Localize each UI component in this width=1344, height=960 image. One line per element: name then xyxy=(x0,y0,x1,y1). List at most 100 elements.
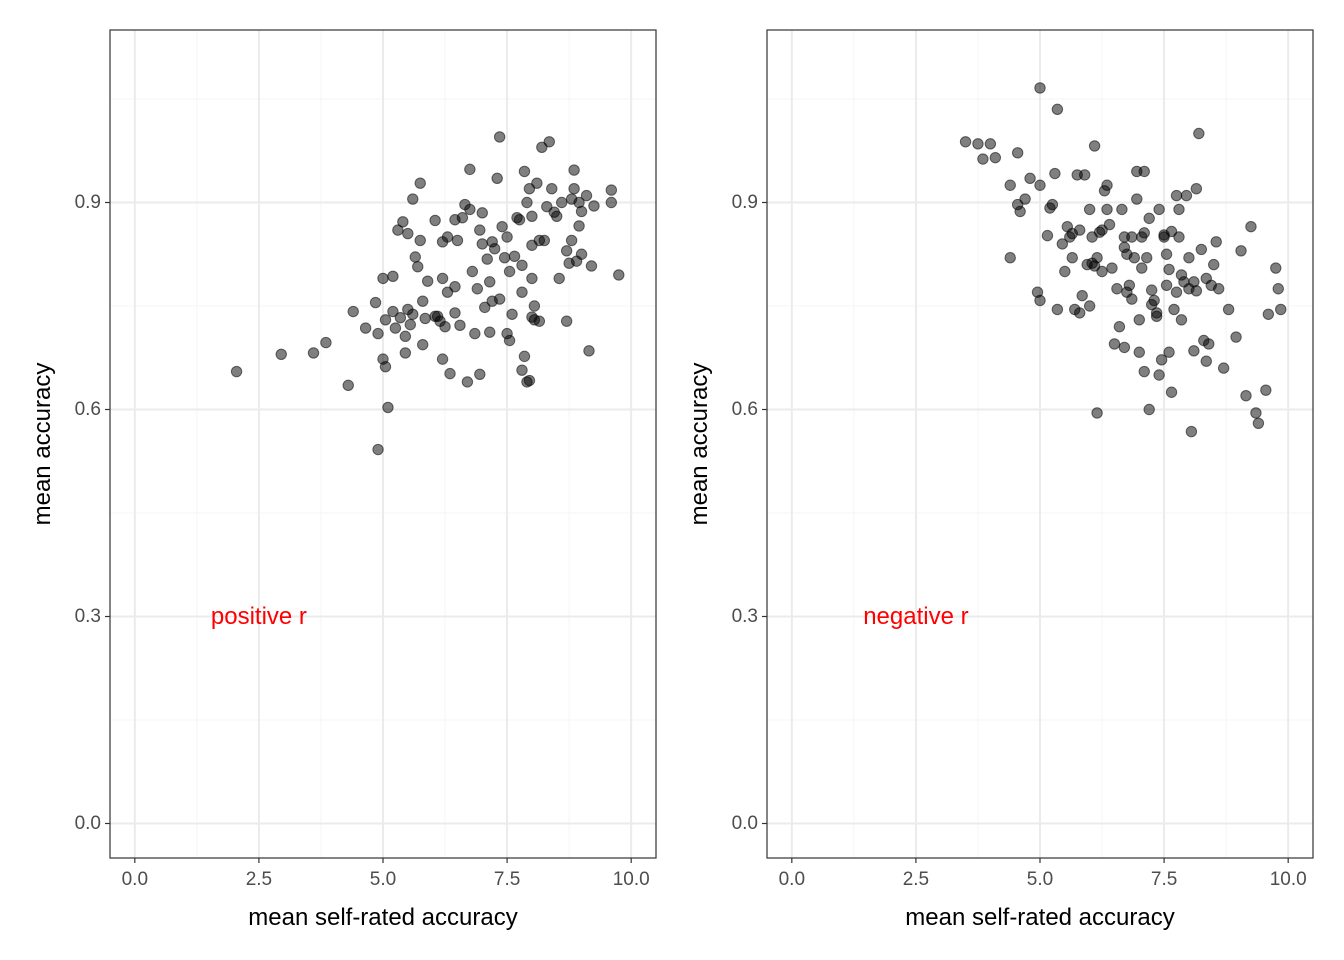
data-point xyxy=(1059,265,1071,278)
panel-right-y-ticks: 0.0 0.3 0.6 0.9 xyxy=(732,192,767,834)
data-point xyxy=(1180,189,1193,202)
x-tick-label: 7.5 xyxy=(1151,869,1177,890)
data-point xyxy=(1190,183,1203,195)
data-point xyxy=(583,345,595,357)
data-point xyxy=(551,210,563,223)
data-point xyxy=(568,164,580,176)
data-point xyxy=(546,183,558,195)
data-point xyxy=(1074,307,1086,319)
data-point xyxy=(1150,310,1163,323)
data-point xyxy=(1103,218,1116,231)
data-point xyxy=(1163,346,1175,358)
data-point xyxy=(479,301,491,314)
data-point xyxy=(501,327,513,340)
data-point xyxy=(1160,248,1173,260)
data-point xyxy=(347,305,359,318)
data-point xyxy=(528,300,541,312)
data-point xyxy=(1091,407,1103,419)
data-point xyxy=(1153,203,1165,216)
data-point xyxy=(585,260,598,272)
data-point xyxy=(984,138,997,150)
data-point xyxy=(1208,258,1220,271)
data-point xyxy=(399,347,412,359)
data-point xyxy=(605,184,618,196)
data-point xyxy=(580,189,593,202)
panel-right-grid xyxy=(767,30,1313,858)
panel-left-y-ticks: 0.0 0.3 0.6 0.9 xyxy=(75,192,110,834)
data-point xyxy=(1235,245,1247,257)
data-point xyxy=(1141,252,1153,264)
data-point xyxy=(230,365,243,378)
data-point xyxy=(1143,403,1155,416)
data-point xyxy=(394,312,407,324)
data-point xyxy=(320,336,332,349)
x-tick-label: 10.0 xyxy=(1270,869,1307,890)
panel-left-grid xyxy=(110,30,656,858)
data-point xyxy=(1240,390,1252,402)
data-point xyxy=(404,318,416,331)
data-point xyxy=(1131,193,1143,205)
data-point xyxy=(1193,127,1205,140)
data-point xyxy=(412,260,424,273)
data-point xyxy=(1111,283,1123,295)
data-point xyxy=(1066,252,1078,264)
data-point xyxy=(307,347,320,359)
data-point xyxy=(1175,314,1188,326)
x-tick-label: 2.5 xyxy=(903,869,929,890)
data-point xyxy=(429,310,441,323)
data-point xyxy=(1272,283,1284,295)
data-point xyxy=(1078,169,1091,181)
data-point xyxy=(1200,355,1212,367)
data-point xyxy=(1091,252,1103,264)
panel-left-x-ticks: 0.0 2.5 5.0 7.5 10.0 xyxy=(122,858,650,890)
data-point xyxy=(989,151,1002,164)
data-point xyxy=(1170,189,1183,202)
data-point xyxy=(1195,243,1208,256)
data-point xyxy=(1133,314,1145,326)
data-point xyxy=(1252,417,1265,429)
y-tick-label: 0.6 xyxy=(75,399,101,420)
data-point xyxy=(1275,303,1287,316)
data-point xyxy=(377,272,389,285)
data-point xyxy=(543,136,555,148)
data-point xyxy=(476,207,488,219)
data-point xyxy=(1083,203,1096,216)
data-point xyxy=(466,265,479,278)
data-point xyxy=(484,276,496,288)
data-point xyxy=(521,196,533,209)
data-point xyxy=(476,238,488,250)
data-point xyxy=(1019,193,1031,205)
data-point xyxy=(454,319,466,332)
y-tick-label: 0.6 xyxy=(732,399,758,420)
data-point xyxy=(1138,165,1150,178)
data-point xyxy=(419,312,431,325)
data-point xyxy=(1138,227,1150,239)
x-tick-label: 7.5 xyxy=(494,869,520,890)
data-point xyxy=(1113,321,1126,333)
data-point xyxy=(1014,205,1026,218)
data-point xyxy=(407,193,419,205)
data-point xyxy=(1185,425,1198,438)
panel-left-x-axis-title: mean self-rated accuracy xyxy=(248,904,517,931)
data-point xyxy=(444,367,456,380)
x-tick-label: 5.0 xyxy=(370,869,396,890)
data-point xyxy=(1088,140,1101,152)
y-tick-label: 0.3 xyxy=(75,606,101,627)
data-point xyxy=(1034,179,1046,191)
data-point xyxy=(1230,331,1242,343)
data-point xyxy=(588,200,600,212)
data-point xyxy=(1101,203,1113,216)
data-point xyxy=(1051,103,1064,116)
data-point xyxy=(568,183,580,195)
data-point xyxy=(372,327,384,340)
data-point xyxy=(392,224,404,236)
data-point xyxy=(1096,265,1108,278)
y-tick-label: 0.9 xyxy=(75,192,101,213)
data-point xyxy=(1170,286,1183,298)
data-point xyxy=(359,322,372,334)
data-point xyxy=(461,376,474,388)
data-point xyxy=(409,251,421,263)
panel-right-points xyxy=(959,82,1287,438)
